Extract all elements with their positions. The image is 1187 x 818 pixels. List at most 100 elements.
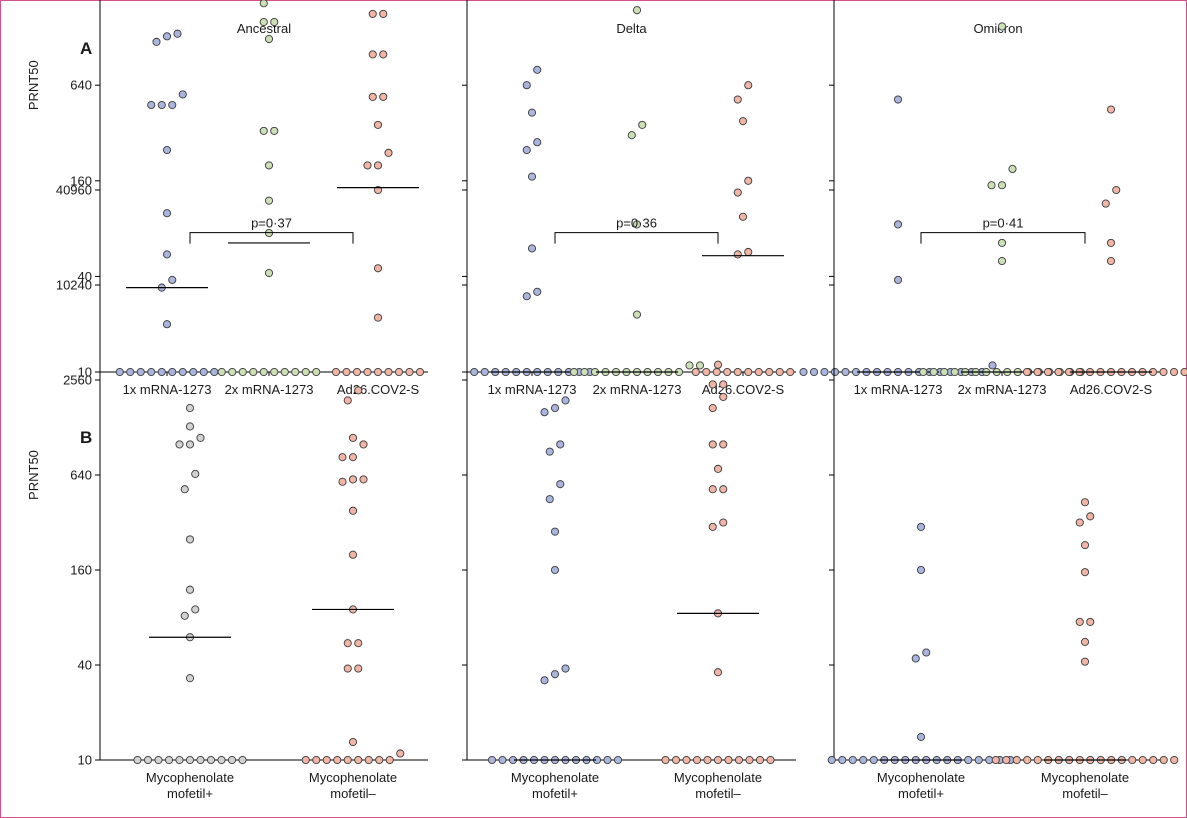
chart6-series2-point-27 [1080,498,1090,507]
chart2-series3-point-2 [702,367,711,377]
chart1-series2-point-8 [291,367,300,377]
chart3-series3-point-20 [1101,199,1110,208]
chart4-series2-point-4 [333,755,342,765]
chart6-series1-point-2 [838,755,847,765]
chart5-series1-point-2 [498,755,507,765]
chart2-series3-point-12 [744,247,753,257]
chart4-series2-point-15 [354,639,363,648]
chart1-series1-point-16 [162,145,172,155]
chart4-series1-point-5 [175,755,184,765]
chart5-series2-point-18 [713,464,723,473]
chart4-series2-point-26 [343,396,352,405]
chart2-series3-point-7 [754,367,763,377]
chart4-y-tick-label-10240: 10240 [56,278,92,293]
chart6-series2-point-5 [1033,755,1042,765]
chart5-series2-point-22 [719,392,728,401]
chart4-series2-point-8 [375,755,384,765]
chart4-y-tick-label-40960: 40960 [56,183,92,198]
chart4-series2-point-5 [343,755,352,765]
chart5-series1-point-13 [613,755,623,765]
chart6-series1-point-21 [922,648,931,657]
chart1-series1-point-11 [162,320,172,329]
chart4-y-tick-label-160: 160 [70,563,92,578]
chart1-series3-point-11 [373,264,383,273]
chart1-series3-point-3 [352,367,362,377]
chart5-series1-point-1 [487,755,497,765]
chart4-series1-point-9 [217,755,226,765]
chart3-series3-point-3 [1043,367,1053,377]
chart4-series1-point-24 [185,404,195,413]
panel-label-b: B [80,428,92,447]
chart6-series1-point-23 [916,522,926,531]
chart5-series2-point-19 [708,440,717,449]
chart1-series3-point-5 [373,367,383,377]
chart5-series2-point-3 [682,755,691,765]
chart4-series1-point-6 [185,755,195,765]
chart1-y-tick-label-640: 640 [70,78,92,93]
chart6-series2-point-26 [1086,512,1095,521]
chart4-series2-point-17 [348,550,358,559]
chart6-bracket-1 [920,232,1086,244]
chart1-series2-point-18 [259,17,268,27]
chart5-series2-point-21 [708,404,717,413]
chart1-series1-point-17 [147,100,156,110]
chart1-series3-point-13 [363,161,372,170]
chart3-series1-point-3 [820,367,829,377]
chart5-series1-point-22 [556,440,565,449]
chart2-series1-point-18 [533,138,542,147]
chart2-series3-point-13 [738,212,748,221]
chart1-series1-point-7 [178,367,187,377]
chart3-series3-point-18 [1106,256,1116,266]
chart3-series2-point-18 [997,238,1007,247]
chart4-series1-point-17 [185,535,195,544]
chart1-series2-point-9 [301,367,310,377]
chart5-x-tick-label-2: Mycophenolate mofetil– [674,770,762,801]
chart2-series3-point-1 [691,367,700,377]
chart3-series3-point-15 [1169,367,1179,377]
chart1-series3-point-21 [368,9,377,18]
chart1-y-tick-label-10: 10 [78,365,92,380]
chart2-series1-point-17 [522,145,531,155]
chart4-series1-point-4 [164,755,174,765]
chart4-series1-point-1 [133,755,142,765]
chart1-series1-point-14 [162,250,172,259]
chart1-series1-point-6 [168,367,177,377]
chart6-series2-point-19 [1080,657,1090,666]
chart4-series1-point-18 [180,485,189,494]
chart4-x-tick-label-1: Mycophenolate mofetil+ [146,770,234,801]
chart1-series2-point-14 [264,161,274,170]
chart4-y-tick-label-2560: 2560 [63,373,92,388]
chart1-series1-point-18 [157,100,166,110]
chart2-series3-point-4 [723,367,732,377]
chart3-title: Omicron [973,21,1022,36]
chart4-series1-point-3 [154,755,163,765]
chart4-series2-point-23 [348,453,358,462]
chart2-series3-point-5 [733,367,742,377]
chart5-series2-point-1 [661,755,670,765]
chart6-series2-point-16 [1149,755,1158,765]
chart4-series2-point-19 [338,477,347,486]
chart5-series1-point-16 [561,664,570,673]
chart5-series2-point-5 [703,755,712,765]
chart3-series2-point-20 [997,181,1007,190]
chart5-series2-point-24 [719,380,728,389]
chart2-series1-point-1 [470,367,479,377]
chart1-series2-point-10 [312,367,321,377]
chart4-series1-point-19 [191,469,200,478]
chart4-series1-point-7 [196,755,205,765]
chart6-series2-point-14 [1128,755,1137,765]
chart4-bracket-1 [189,232,354,244]
chart5-p-value-1: p=0·36 [616,216,657,231]
chart6-series2-point-17 [1159,755,1168,765]
chart5-series2-point-8 [734,755,744,765]
chart1-series2-point-19 [270,17,279,27]
chart1-series2-point-2 [228,367,237,377]
chart4-series1-point-16 [185,585,195,594]
chart4-series1-point-14 [180,611,189,620]
chart4-series2-point-1 [301,755,310,765]
chart2-x-tick-label-2: 2x mRNA-1273 [593,382,682,397]
chart1-series1-point-3 [136,367,145,377]
chart2-series1-point-20 [522,81,531,90]
chart4-y-tick-label-640: 640 [70,468,92,483]
chart1-series3-point-6 [384,367,393,377]
